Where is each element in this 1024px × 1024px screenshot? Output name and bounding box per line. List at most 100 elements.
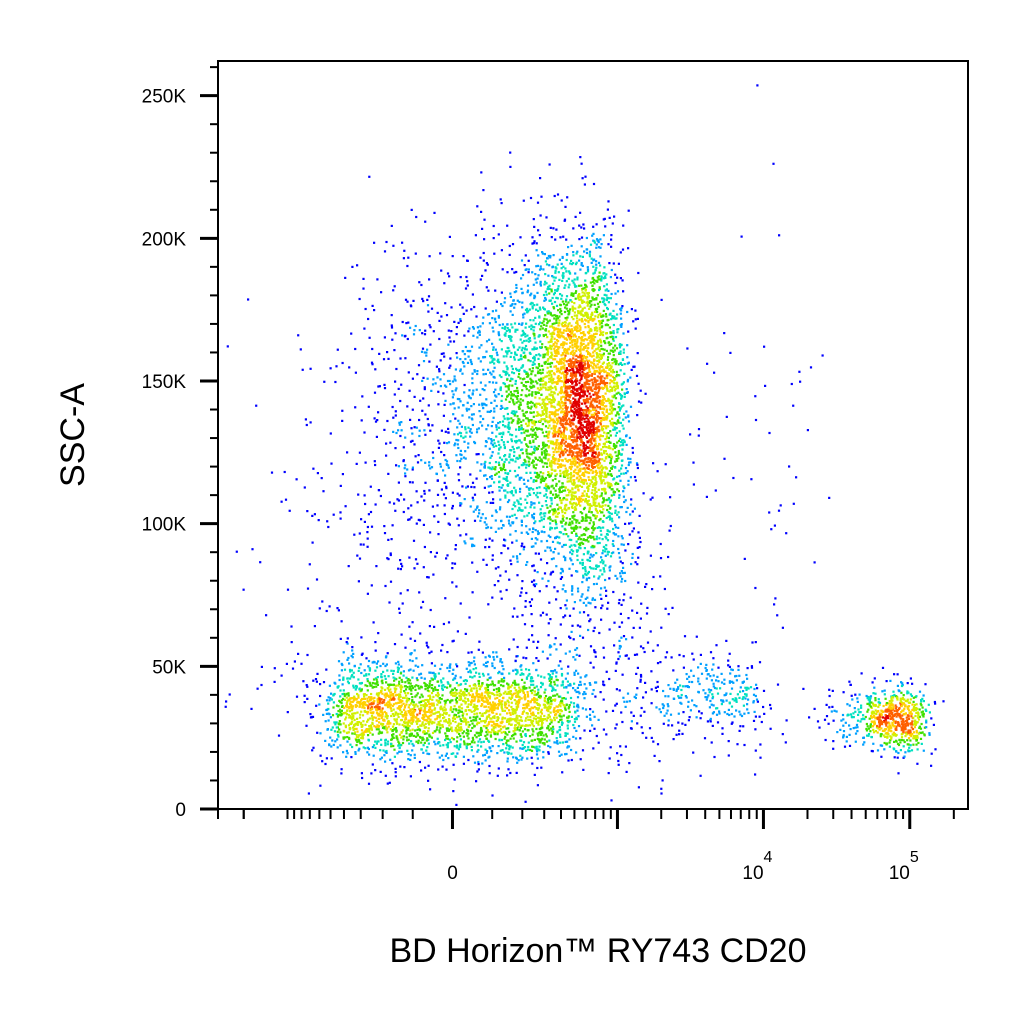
event-dot [519, 747, 522, 750]
event-dot [470, 749, 473, 752]
event-dot [578, 458, 581, 461]
event-dot [559, 307, 562, 311]
event-dot [580, 541, 583, 544]
event-dot [368, 703, 371, 706]
event-dot [554, 448, 557, 451]
event-dot [432, 573, 435, 576]
event-dot [533, 359, 536, 362]
event-dot [561, 404, 564, 407]
event-dot [553, 669, 557, 672]
event-dot [537, 691, 540, 694]
event-dot [459, 358, 462, 361]
event-dot [531, 307, 534, 310]
event-dot [332, 701, 335, 704]
event-dot [354, 737, 357, 740]
event-dot [415, 694, 418, 697]
event-dot [568, 521, 571, 524]
event-dot [441, 688, 444, 691]
event-dot [527, 434, 530, 437]
event-dot [537, 353, 540, 356]
event-dot [553, 719, 556, 722]
event-dot [357, 694, 360, 697]
event-dot [452, 763, 455, 766]
event-dot [504, 706, 507, 709]
event-dot [347, 724, 351, 727]
event-dot [527, 668, 531, 672]
event-dot [393, 643, 397, 646]
event-dot [467, 330, 470, 333]
event-dot [462, 755, 465, 758]
event-dot [339, 711, 342, 714]
event-dot [372, 700, 375, 703]
event-dot [489, 734, 492, 737]
event-dot [406, 749, 409, 752]
event-dot [526, 455, 529, 458]
event-dot [520, 323, 523, 326]
event-dot [561, 771, 564, 774]
event-dot [553, 462, 556, 465]
event-dot [532, 329, 535, 332]
event-dot [467, 661, 470, 664]
event-dot [475, 780, 478, 783]
event-dot [357, 678, 360, 681]
event-dot [541, 371, 544, 374]
event-dot [411, 696, 414, 699]
event-dot [515, 719, 518, 722]
event-dot [531, 713, 534, 717]
event-dot [445, 385, 448, 388]
event-dot [609, 312, 612, 315]
event-dot [565, 427, 568, 430]
event-dot [568, 329, 571, 332]
event-dot [324, 720, 327, 723]
event-dot [475, 453, 478, 456]
event-dot [481, 714, 484, 717]
event-dot [397, 744, 400, 747]
event-dot [550, 670, 553, 673]
event-dot [537, 723, 540, 726]
event-dot [568, 310, 571, 313]
event-dot [555, 737, 558, 740]
event-dot [381, 679, 384, 682]
event-dot [478, 512, 481, 515]
event-dot [561, 741, 564, 744]
event-dot [568, 738, 571, 741]
event-dot [580, 494, 583, 498]
event-dot [485, 716, 489, 719]
event-dot [530, 501, 533, 504]
event-dot [602, 446, 605, 449]
event-dot [509, 690, 512, 693]
event-dot [451, 640, 454, 643]
event-dot [509, 449, 512, 452]
event-dot [593, 715, 596, 718]
event-dot [459, 718, 462, 721]
event-dot [499, 749, 502, 752]
event-dot [462, 699, 465, 702]
event-dot [540, 724, 543, 727]
event-dot [349, 715, 352, 718]
event-dot [565, 752, 568, 756]
event-dot [490, 724, 493, 727]
event-dot [504, 735, 507, 738]
event-dot [562, 415, 565, 419]
event-dot [338, 720, 341, 723]
event-dot [478, 346, 481, 349]
event-dot [590, 329, 593, 332]
event-dot [576, 461, 579, 464]
event-dot [537, 695, 540, 699]
event-dot [551, 719, 554, 722]
event-dot [361, 706, 364, 709]
event-dot [409, 440, 413, 443]
event-dot [590, 400, 593, 403]
event-dot [507, 685, 510, 688]
event-dot [516, 397, 519, 400]
event-dot [529, 715, 532, 718]
event-dot [367, 665, 370, 668]
event-dot [549, 696, 552, 699]
event-dot [560, 465, 563, 468]
event-dot [602, 309, 605, 312]
event-dot [589, 729, 592, 732]
event-dot [364, 701, 367, 704]
event-dot [530, 545, 533, 548]
event-dot [566, 719, 569, 722]
event-dot [467, 426, 470, 429]
